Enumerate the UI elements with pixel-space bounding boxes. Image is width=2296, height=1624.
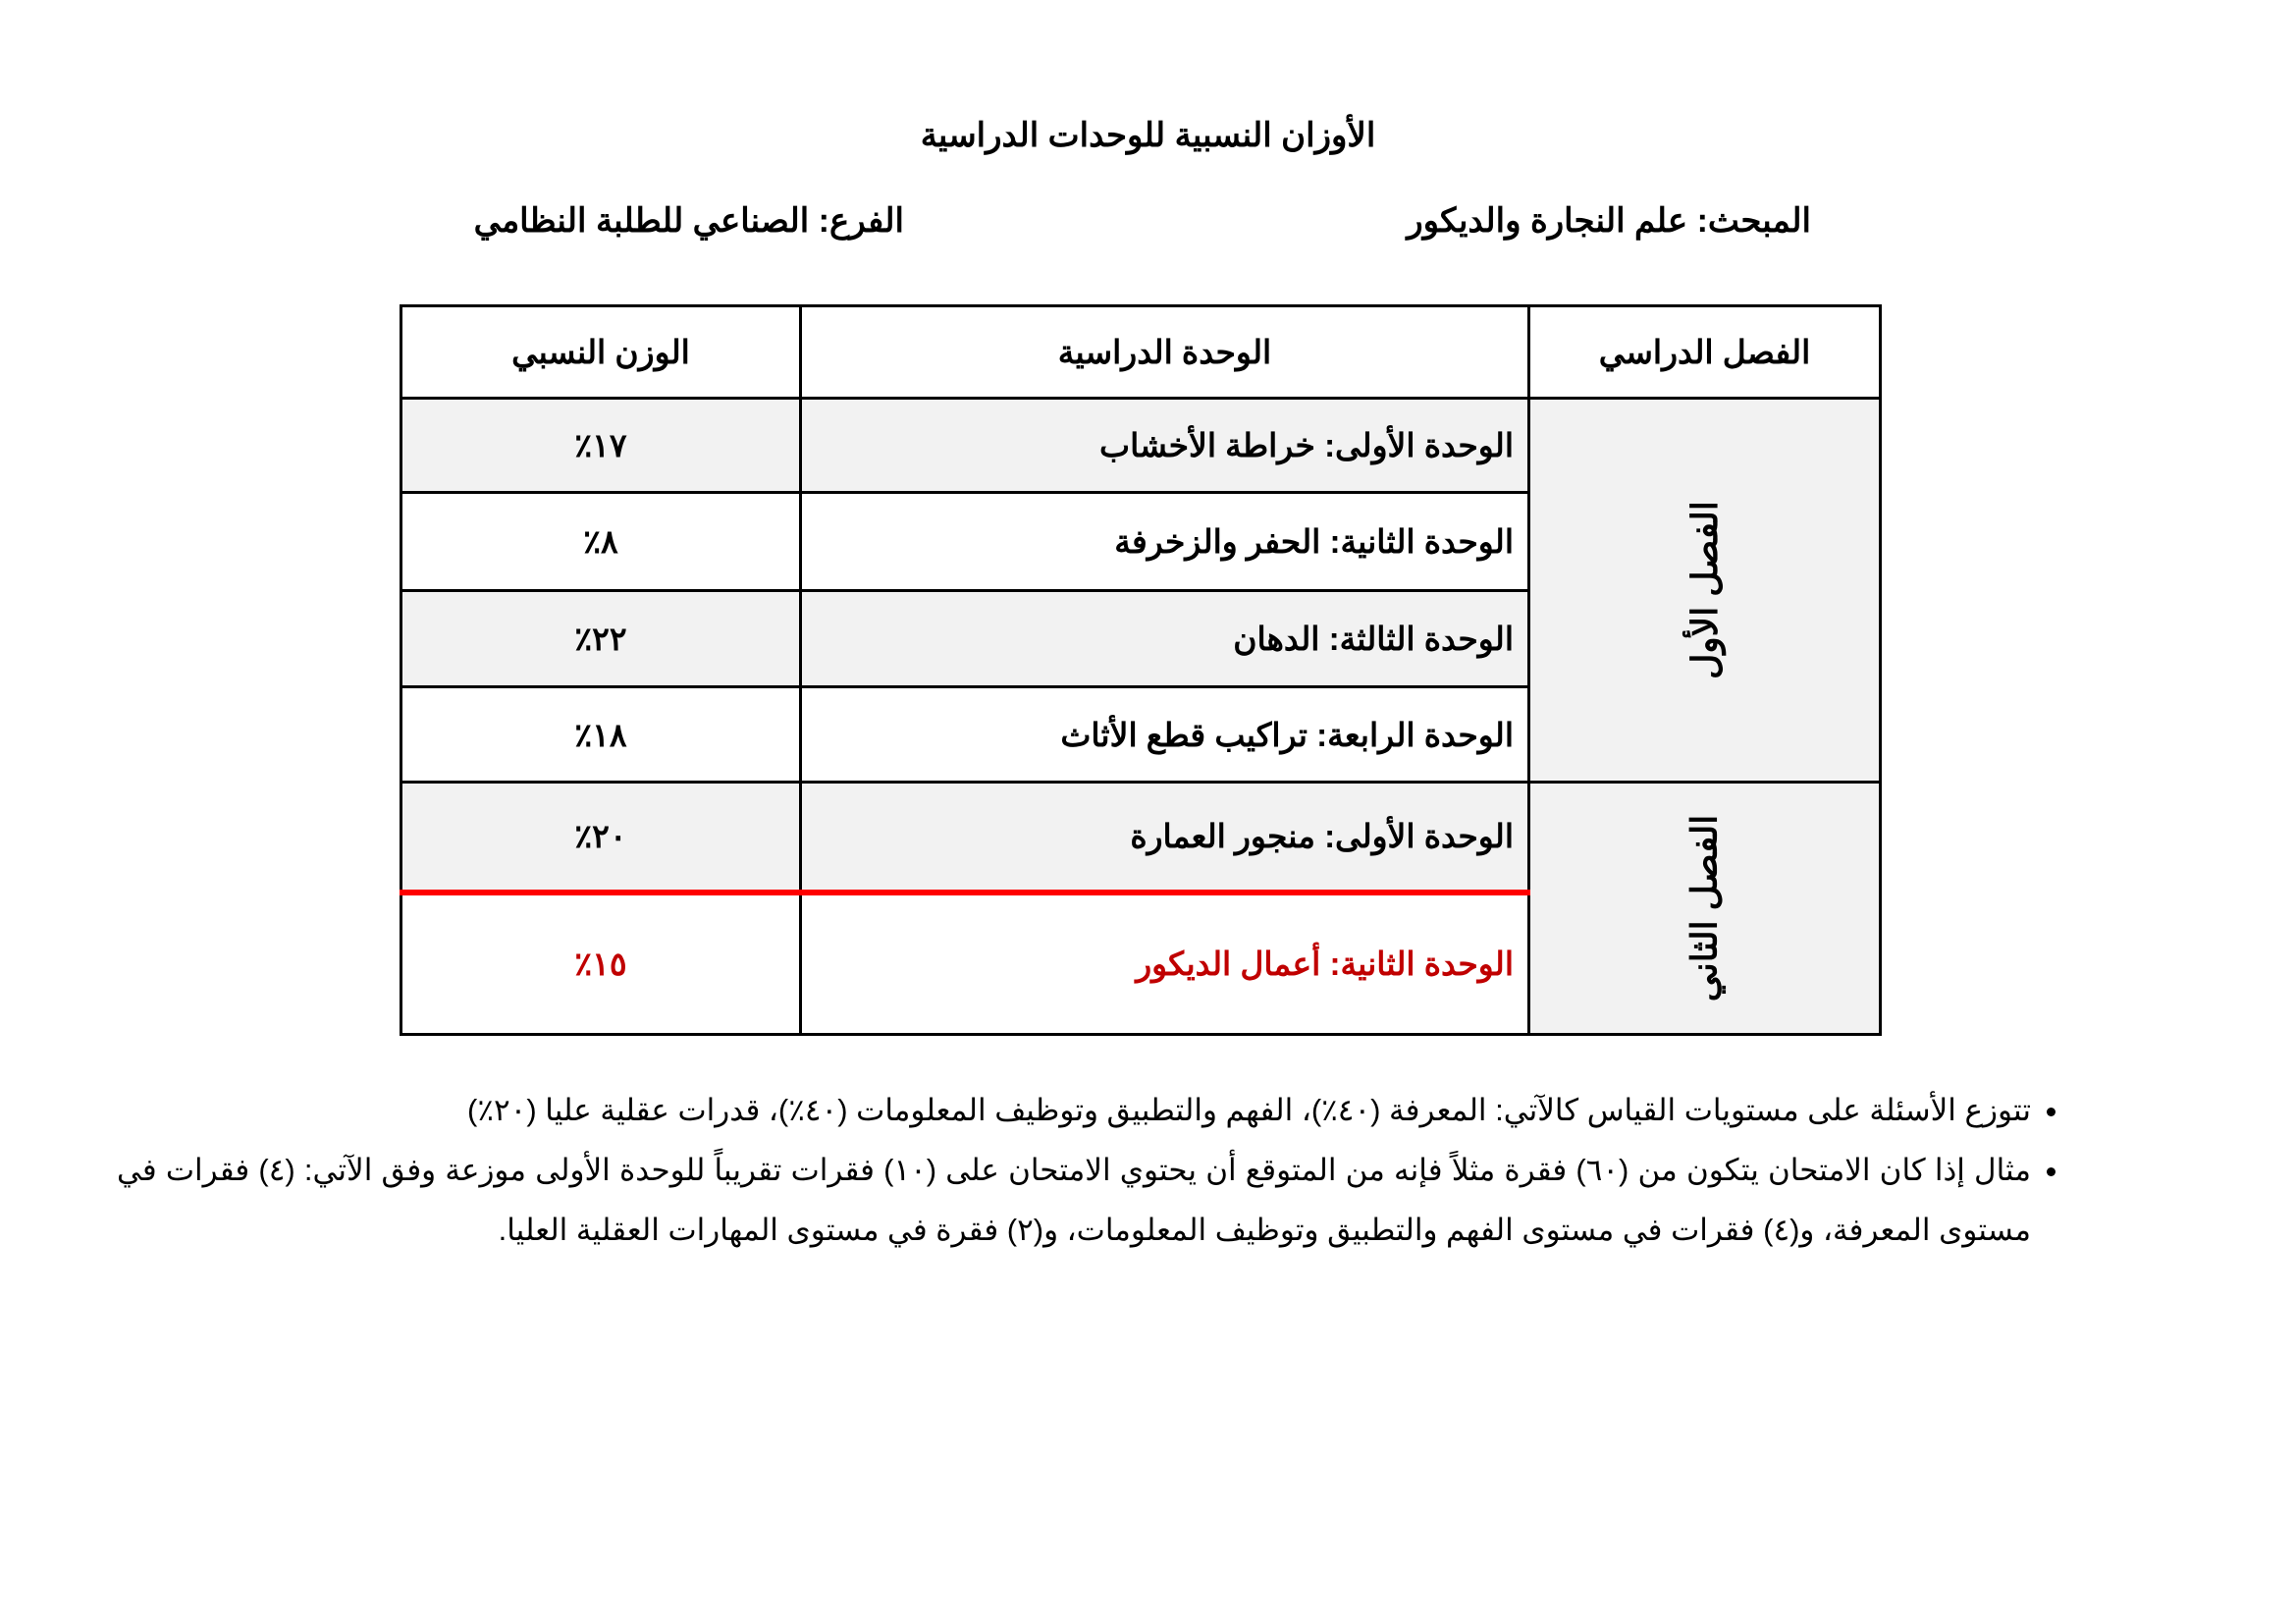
table-header-row: الفصل الدراسي الوحدة الدراسية الوزن النس… bbox=[400, 304, 1882, 400]
table-row: الفصل الثاني الوحدة الأولى: منجور العمار… bbox=[400, 781, 1882, 1036]
header-semester: الفصل الدراسي bbox=[1527, 304, 1882, 400]
subject-label: المبحث: علم النجارة والديكور bbox=[1407, 202, 1811, 240]
unit-cell: الوحدة الثانية: الحفر والزخرفة bbox=[799, 491, 1530, 592]
table-row-highlighted: الوحدة الثانية: أعمال الديكور ١٥٪ bbox=[400, 891, 1881, 1036]
unit-cell: الوحدة الأولى: خراطة الأخشاب bbox=[799, 397, 1530, 494]
branch-label: الفرع: الصناعي للطلبة النظامي bbox=[473, 202, 904, 240]
semester-cell: الفصل الأول bbox=[1527, 397, 1882, 784]
header-weight: الوزن النسبي bbox=[400, 304, 802, 400]
semester-cell: الفصل الثاني bbox=[1527, 781, 1882, 1036]
weight-cell: ١٧٪ bbox=[400, 397, 802, 494]
page-title: الأوزان النسبية للوحدات الدراسية bbox=[920, 117, 1376, 154]
unit-cell: الوحدة الثالثة: الدهان bbox=[799, 589, 1530, 688]
note-item: تتوزع الأسئلة على مستويات القياس كالآتي:… bbox=[117, 1080, 2031, 1140]
weight-cell: ٢٠٪ bbox=[400, 781, 802, 895]
note-item: مثال إذا كان الامتحان يتكون من (٦٠) فقرة… bbox=[117, 1140, 2031, 1260]
table-row: الوحدة الرابعة: تراكيب قطع الأثاث ١٨٪ bbox=[400, 685, 1881, 784]
unit-cell: الوحدة الأولى: منجور العمارة bbox=[799, 781, 1530, 895]
weight-cell: ١٥٪ bbox=[400, 891, 802, 1036]
unit-weights-table: الفصل الدراسي الوحدة الدراسية الوزن النس… bbox=[400, 304, 1882, 1036]
semester-label: الفصل الثاني bbox=[1683, 814, 1725, 1002]
table-row: الفصل الأول الوحدة الأولى: خراطة الأخشاب… bbox=[400, 397, 1882, 784]
header-unit: الوحدة الدراسية bbox=[799, 304, 1530, 400]
weight-cell: ١٨٪ bbox=[400, 685, 802, 784]
notes-list: تتوزع الأسئلة على مستويات القياس كالآتي:… bbox=[117, 1080, 2070, 1260]
semester-label: الفصل الأول bbox=[1683, 501, 1725, 679]
unit-cell: الوحدة الرابعة: تراكيب قطع الأثاث bbox=[799, 685, 1530, 784]
weight-cell: ٢٢٪ bbox=[400, 589, 802, 688]
unit-cell: الوحدة الثانية: أعمال الديكور bbox=[799, 891, 1530, 1036]
weight-cell: ٨٪ bbox=[400, 491, 802, 592]
table-row: الوحدة الثانية: الحفر والزخرفة ٨٪ bbox=[400, 491, 1881, 592]
